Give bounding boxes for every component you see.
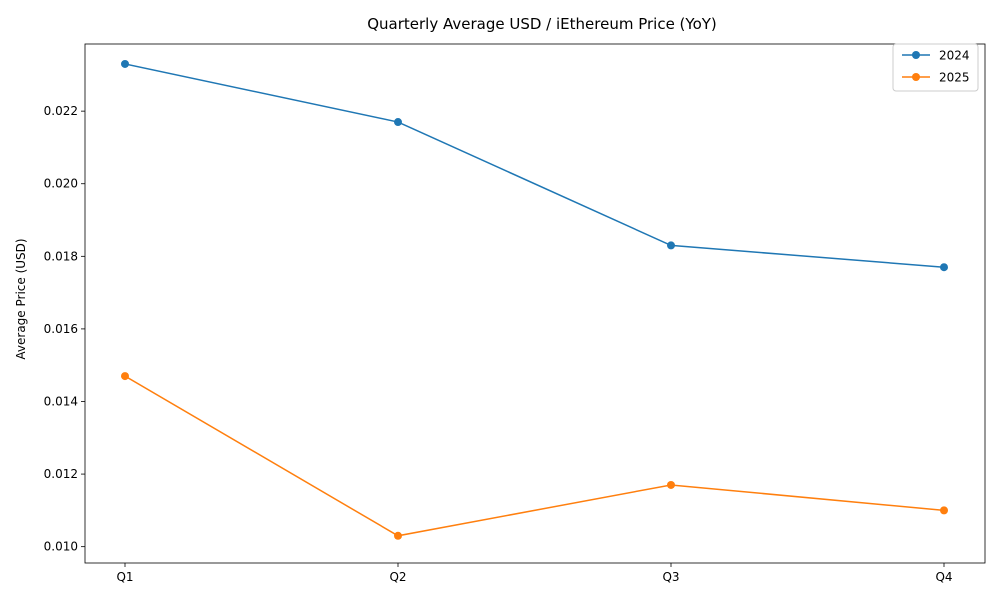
x-tick-label-q4: Q4	[935, 570, 952, 584]
data-point-2025-q2	[394, 531, 402, 540]
legend-item-2024: 2024	[902, 49, 970, 63]
y-tick-label-0: 0.010	[44, 540, 78, 554]
legend-marker-2025	[912, 73, 920, 81]
x-tick-label-q1: Q1	[116, 570, 133, 584]
y-tick-label-2: 0.014	[44, 394, 78, 408]
data-point-2024-q2	[394, 118, 402, 127]
series-line-2025	[124, 375, 945, 537]
series-line-2024	[124, 63, 945, 268]
y-axis-label: Average Price (USD)	[14, 238, 28, 359]
data-point-2024-q3	[667, 241, 675, 250]
data-point-2024-q1	[121, 59, 129, 68]
legend: 2024 2025	[892, 43, 979, 92]
data-point-2025-q4	[940, 506, 948, 515]
y-tick-label-1: 0.012	[44, 467, 78, 481]
x-tick-label-q3: Q3	[662, 570, 679, 584]
plot-area: Q1 Q2 Q3 Q4 0.010 0.012 0.014 0.016 0.018 0.020 0.…	[44, 43, 986, 584]
y-tick-label-5: 0.020	[44, 177, 78, 191]
legend-label-2024: 2024	[939, 49, 970, 63]
legend-item-2025: 2025	[902, 71, 970, 85]
data-point-2024-q4	[940, 263, 948, 272]
legend-label-2025: 2025	[939, 71, 970, 85]
data-point-2025-q3	[667, 480, 675, 489]
plot-frame	[84, 43, 986, 564]
data-point-2025-q1	[121, 372, 129, 381]
x-tick-label-q2: Q2	[389, 570, 406, 584]
y-tick-label-3: 0.016	[44, 322, 78, 336]
y-tick-label-6: 0.022	[44, 104, 78, 118]
legend-marker-2024	[912, 51, 920, 59]
y-tick-label-4: 0.018	[44, 249, 78, 263]
chart-title: Quarterly Average USD / iEthereum Price …	[367, 15, 717, 33]
